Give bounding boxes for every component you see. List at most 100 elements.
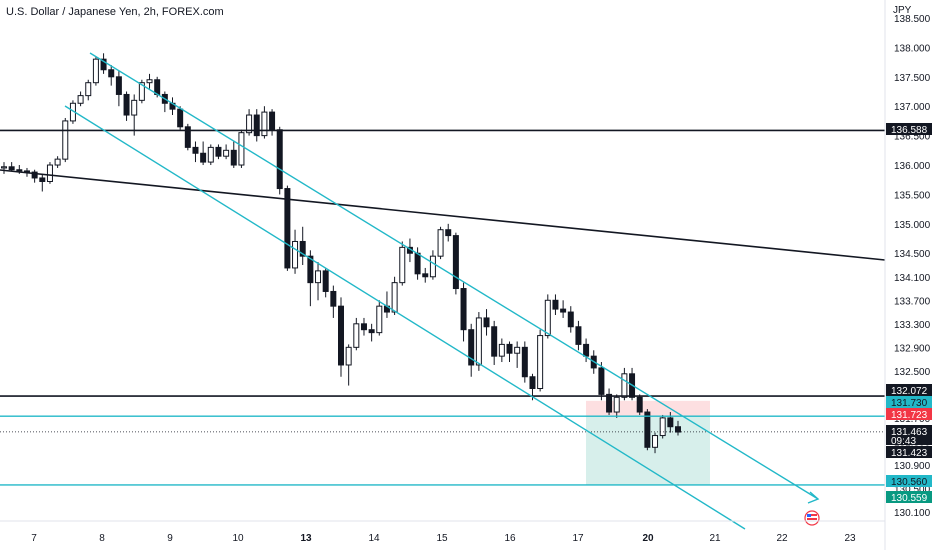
candle[interactable] [330,285,337,318]
candle-body [261,111,268,137]
candle[interactable] [391,276,398,315]
candle[interactable] [360,317,367,336]
flag-stripe [807,518,817,520]
candle[interactable] [468,323,475,377]
candle[interactable] [192,141,199,163]
candle[interactable] [491,320,498,365]
channel-upper-line[interactable] [89,52,819,500]
candle[interactable] [131,94,138,136]
candle-body [269,111,276,131]
candle[interactable] [506,341,513,363]
candle-body [498,343,505,357]
us-event-marker[interactable] [804,510,820,526]
candle[interactable] [46,162,53,184]
candle[interactable] [606,388,613,415]
candle[interactable] [452,232,459,295]
candle[interactable] [207,144,214,166]
candle-body [475,317,482,366]
candle[interactable] [368,323,375,342]
candle[interactable] [269,109,276,136]
candle[interactable] [567,306,574,333]
candle[interactable] [1,162,7,174]
channel-lower-line[interactable] [64,105,746,530]
descending-trendline[interactable] [0,169,886,261]
candle[interactable] [544,294,551,339]
candle[interactable] [621,367,628,401]
candle[interactable] [376,300,383,336]
candle-body [215,146,222,157]
candle[interactable] [230,141,237,168]
candle[interactable] [161,91,168,113]
candle[interactable] [169,97,176,116]
candle[interactable] [62,117,69,163]
candle[interactable] [429,250,436,280]
candle[interactable] [123,91,130,121]
candle[interactable] [92,56,99,86]
candle[interactable] [659,414,666,439]
candle[interactable] [307,250,314,307]
candle[interactable] [292,229,299,274]
candle[interactable] [77,91,84,107]
price-label-text: 131.723 [891,410,928,421]
candle[interactable] [39,173,46,192]
candle-body [659,417,666,437]
candle[interactable] [460,282,467,342]
candle[interactable] [422,267,429,283]
candle-body [146,79,153,84]
candle[interactable] [338,297,344,377]
candle[interactable] [636,394,643,415]
candle[interactable] [8,162,15,171]
candle[interactable] [184,123,191,151]
candle-body [100,58,107,71]
candle[interactable] [521,341,528,383]
candle[interactable] [85,79,92,101]
candle[interactable] [146,73,153,89]
candle[interactable] [108,65,115,86]
candle[interactable] [299,226,306,265]
candle[interactable] [537,329,544,392]
candle[interactable] [315,262,322,301]
candle[interactable] [483,309,490,336]
candle[interactable] [200,141,207,166]
candle[interactable] [437,226,444,260]
candle[interactable] [613,394,620,418]
price-label-badge: 136.588 [886,123,932,136]
candle[interactable] [552,294,559,315]
time-tick-label: 7 [31,533,37,544]
candle[interactable] [261,106,268,139]
candle[interactable] [560,300,567,318]
candle-body [1,166,7,169]
candle[interactable] [399,241,406,286]
candle[interactable] [652,432,659,454]
candle[interactable] [498,338,505,363]
candles [1,53,681,454]
candle[interactable] [177,106,184,130]
candle[interactable] [54,156,61,168]
candle[interactable] [215,144,222,160]
candle[interactable] [276,126,283,195]
candle[interactable] [322,267,329,298]
candle-body [452,235,459,290]
price-label-text: 136.588 [891,125,928,136]
candle[interactable] [253,109,260,142]
candle[interactable] [475,312,482,371]
price-tick-label: 135.000 [894,220,931,231]
candle[interactable] [246,109,253,136]
candle[interactable] [353,317,360,351]
candle[interactable] [31,169,38,183]
candle[interactable] [223,144,230,160]
candle[interactable] [445,223,452,242]
candle[interactable] [644,409,651,451]
candle[interactable] [238,129,245,168]
price-label-text: 131.730 [891,398,928,409]
candle-body [77,95,84,104]
candle[interactable] [575,320,582,351]
candle[interactable] [598,362,605,401]
candle[interactable] [100,53,107,74]
candle[interactable] [345,344,352,386]
candle[interactable] [138,79,145,104]
candle[interactable] [115,70,122,107]
candle[interactable] [514,341,521,368]
